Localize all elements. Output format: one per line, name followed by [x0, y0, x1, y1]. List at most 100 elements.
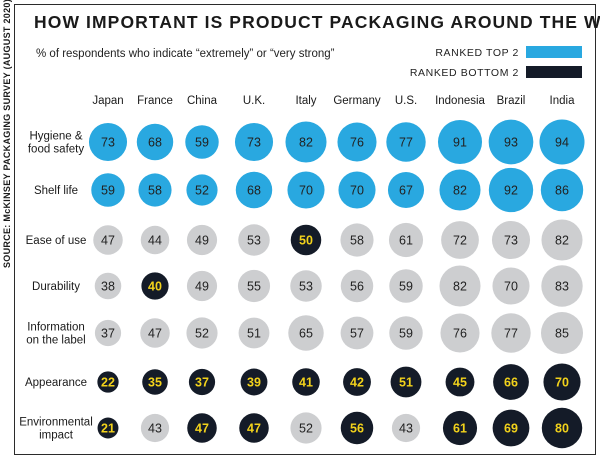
bubble-value: 21 — [101, 422, 115, 436]
bubble-value: 42 — [350, 376, 364, 390]
legend-label-1: RANKED BOTTOM 2 — [410, 67, 519, 79]
bubble — [491, 313, 531, 353]
bubble — [138, 173, 172, 207]
bubble-value: 72 — [453, 234, 467, 248]
bubble — [391, 413, 421, 443]
bubble-value: 52 — [195, 327, 209, 341]
bubble — [541, 219, 583, 261]
bubble-value: 85 — [555, 327, 569, 341]
row-label: Information — [27, 322, 85, 334]
bubble — [97, 371, 119, 393]
row-label: Shelf life — [34, 185, 78, 197]
bubble — [93, 225, 123, 255]
bubble — [338, 171, 376, 209]
bubble — [543, 363, 581, 401]
legend-swatch-1 — [526, 66, 582, 78]
bubble — [140, 413, 170, 443]
bubble — [88, 122, 128, 162]
bubble — [340, 269, 374, 303]
bubble-value: 35 — [148, 376, 162, 390]
bubble — [492, 267, 530, 305]
country-header: Germany — [333, 95, 381, 107]
bubble — [188, 368, 216, 396]
bubble — [238, 224, 270, 256]
bubble-value: 44 — [148, 234, 162, 248]
bubble-value: 49 — [195, 234, 209, 248]
bubble — [240, 368, 268, 396]
bubble-value: 56 — [350, 280, 364, 294]
bubble-value: 76 — [350, 136, 364, 150]
bubble-value: 70 — [299, 184, 313, 198]
bubble-value: 43 — [399, 422, 413, 436]
bubble-value: 47 — [195, 422, 209, 436]
bubble-value: 58 — [350, 234, 364, 248]
bubble-value: 45 — [453, 376, 467, 390]
bubble-value: 49 — [195, 280, 209, 294]
bubble — [238, 317, 270, 349]
country-header: U.S. — [395, 95, 417, 107]
bubble-value: 92 — [504, 184, 518, 198]
bubble-value: 80 — [555, 422, 569, 436]
bubble — [386, 122, 426, 162]
bubble-value: 53 — [299, 280, 313, 294]
bubble-value: 55 — [247, 280, 261, 294]
bubble — [439, 169, 481, 211]
bubble — [94, 272, 122, 300]
bubble — [337, 122, 377, 162]
chart-title: HOW IMPORTANT IS PRODUCT PACKAGING AROUN… — [34, 12, 600, 32]
bubble-value: 61 — [399, 234, 413, 248]
bubble — [140, 318, 170, 348]
bubble-value: 59 — [399, 327, 413, 341]
bubble-value: 76 — [453, 327, 467, 341]
bubble-value: 77 — [399, 136, 413, 150]
bubble-value: 37 — [195, 376, 209, 390]
bubble-value: 65 — [299, 327, 313, 341]
country-header: Indonesia — [435, 95, 485, 107]
bubble-value: 77 — [504, 327, 518, 341]
bubble — [491, 220, 531, 260]
bubble — [390, 366, 422, 398]
row-label: on the label — [26, 335, 85, 347]
country-header: India — [550, 95, 576, 107]
bubble — [340, 223, 374, 257]
bubble-value: 39 — [247, 376, 261, 390]
bubble — [445, 367, 475, 397]
bubble-value: 59 — [195, 136, 209, 150]
bubble-value: 59 — [101, 184, 115, 198]
bubble-value: 58 — [148, 184, 162, 198]
country-header: China — [187, 95, 218, 107]
bubble-value: 82 — [555, 234, 569, 248]
bubble — [186, 224, 218, 256]
legend-label-0: RANKED TOP 2 — [435, 47, 519, 59]
bubble-value: 82 — [299, 136, 313, 150]
bubble — [440, 313, 480, 353]
country-header: Japan — [92, 95, 123, 107]
bubble — [343, 368, 371, 396]
bubble-value: 94 — [555, 136, 569, 150]
bubble — [186, 317, 218, 349]
bubble — [94, 319, 122, 347]
bubble — [340, 411, 374, 445]
legend-swatch-0 — [526, 46, 582, 58]
bubble — [234, 122, 274, 162]
bubble — [287, 171, 325, 209]
bubble — [437, 119, 483, 165]
bubble-value: 61 — [453, 422, 467, 436]
bubble-value: 70 — [555, 376, 569, 390]
bubble-value: 47 — [101, 234, 115, 248]
bubble — [492, 409, 530, 447]
row-label: Appearance — [25, 377, 87, 389]
chart-subtitle: % of respondents who indicate “extremely… — [36, 48, 335, 60]
row-label: Hygiene & — [29, 131, 82, 143]
bubble — [290, 412, 322, 444]
bubble — [488, 119, 534, 165]
bubble-value: 70 — [350, 184, 364, 198]
bubble — [340, 316, 374, 350]
bubble — [540, 311, 584, 355]
bubble — [288, 315, 324, 351]
bubble-value: 73 — [504, 234, 518, 248]
country-header: France — [137, 95, 173, 107]
bubble-value: 56 — [350, 422, 364, 436]
row-label: food safety — [28, 144, 85, 156]
